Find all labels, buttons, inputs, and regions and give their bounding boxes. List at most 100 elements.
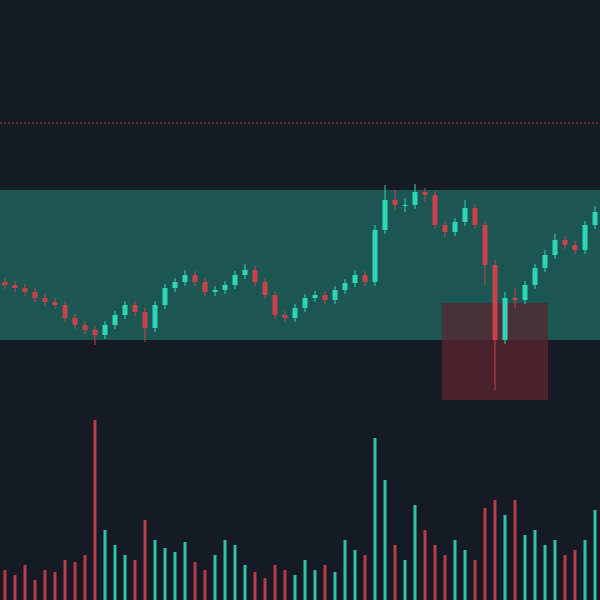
candle-body — [572, 245, 578, 250]
volume-bar — [433, 545, 437, 600]
candle-body — [432, 195, 438, 225]
volume-bar — [413, 505, 417, 600]
volume-bar — [63, 560, 67, 600]
candle-body — [172, 282, 178, 288]
candle-body — [292, 308, 298, 318]
volume-bar — [273, 565, 277, 600]
volume-bar — [543, 545, 547, 600]
volume-bar — [53, 572, 57, 600]
candle-body — [422, 192, 428, 195]
volume-bar — [73, 562, 77, 600]
candle-body — [492, 265, 498, 340]
candle-body — [532, 268, 538, 285]
candle-body — [112, 315, 118, 325]
candle-body — [372, 230, 378, 282]
candle-body — [232, 275, 238, 285]
candle-body — [2, 282, 8, 285]
candle-body — [72, 318, 78, 325]
volume-bar — [83, 555, 87, 600]
volume-bar — [323, 565, 327, 600]
volume-bar — [233, 545, 237, 600]
volume-bar — [553, 540, 557, 600]
candle-body — [272, 295, 278, 315]
candle-body — [552, 240, 558, 255]
candle-body — [282, 315, 288, 318]
volume-bar — [253, 572, 257, 600]
volume-bar — [173, 552, 177, 600]
volume-bar — [353, 550, 357, 600]
candle-body — [132, 305, 138, 312]
candle-body — [82, 325, 88, 330]
volume-bar — [523, 535, 527, 600]
candle-body — [192, 275, 198, 282]
candle-body — [352, 275, 358, 283]
candle-body — [212, 290, 218, 292]
candle-body — [472, 208, 478, 225]
candle-body — [332, 290, 338, 300]
volume-bar — [333, 572, 337, 600]
volume-bar — [453, 540, 457, 600]
volume-bar — [513, 500, 517, 600]
volume-bar — [383, 480, 387, 600]
candle-body — [122, 305, 128, 315]
volume-bar — [403, 560, 407, 600]
volume-bar — [503, 515, 507, 600]
volume-bar — [213, 555, 217, 600]
volume-bar — [143, 520, 147, 600]
candle-body — [582, 225, 588, 250]
volume-bar — [593, 510, 597, 600]
volume-bar — [243, 565, 247, 600]
volume-bar — [203, 570, 207, 600]
candle-body — [22, 288, 28, 292]
candle-body — [322, 295, 328, 300]
volume-bar — [343, 540, 347, 600]
candle-body — [102, 325, 108, 335]
candle-body — [262, 282, 268, 295]
volume-bar — [363, 555, 367, 600]
volume-bar — [23, 565, 27, 600]
candle-body — [452, 222, 458, 232]
volume-bar — [473, 560, 477, 600]
candle-body — [392, 200, 398, 205]
volume-bar — [493, 500, 497, 600]
volume-bar — [113, 545, 117, 600]
candle-body — [522, 285, 528, 300]
volume-bar — [183, 542, 187, 600]
candle-body — [542, 255, 548, 268]
candle-body — [12, 285, 18, 288]
volume-bar — [533, 530, 537, 600]
candle-body — [342, 283, 348, 290]
volume-bar — [573, 550, 577, 600]
candle-body — [442, 225, 448, 232]
candle-body — [402, 205, 408, 206]
candle-body — [512, 298, 518, 300]
candle-body — [162, 288, 168, 305]
volume-bar — [123, 555, 127, 600]
candle-body — [142, 312, 148, 328]
candle-body — [312, 295, 318, 298]
candle-body — [242, 270, 248, 275]
volume-bar — [373, 438, 377, 600]
volume-bar — [3, 570, 7, 600]
candle-body — [562, 240, 568, 245]
volume-bar — [103, 530, 107, 600]
volume-bar — [133, 560, 137, 600]
volume-bar — [93, 420, 97, 600]
volume-bar — [13, 575, 17, 600]
candle-body — [92, 330, 98, 335]
candle-body — [42, 298, 48, 302]
candle-body — [362, 275, 368, 282]
volume-bar — [313, 570, 317, 600]
volume-bar — [43, 570, 47, 600]
volume-bar — [423, 530, 427, 600]
candle-body — [152, 305, 158, 328]
volume-bar — [293, 575, 297, 600]
volume-bar — [33, 580, 37, 600]
candle-body — [62, 305, 68, 318]
candle-body — [482, 225, 488, 265]
candle-body — [382, 200, 388, 230]
candle-body — [462, 208, 468, 222]
candle-body — [202, 282, 208, 292]
